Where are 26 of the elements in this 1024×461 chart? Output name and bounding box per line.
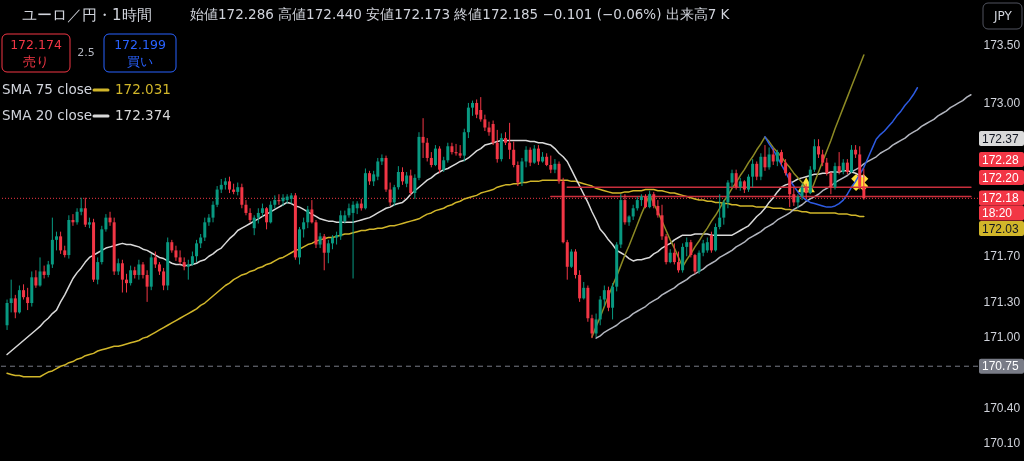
y-tick-label: 170.10 <box>983 435 1021 450</box>
y-tick-label: 171.30 <box>983 295 1021 310</box>
annotation: 買い <box>127 54 153 69</box>
y-tick-label: 173.50 <box>983 37 1021 52</box>
annotation: 売り <box>23 54 49 69</box>
text: JPY <box>993 9 1013 23</box>
y-tick-label: 171.70 <box>983 248 1021 263</box>
annotation: 2.5 <box>77 46 95 59</box>
chart-title: ユーロ／円・1時間 <box>22 6 152 24</box>
y-tick-label: 173.00 <box>983 96 1021 111</box>
annotation: 172.174 <box>10 37 62 52</box>
ref-line-label: 170.75 <box>982 359 1020 374</box>
y-tick-label: 170.40 <box>983 400 1021 415</box>
text: 172.20 <box>982 170 1020 185</box>
text: 172.37 <box>982 131 1020 146</box>
ref-line-label: 172.18 <box>982 190 1020 205</box>
annotation: 172.199 <box>114 37 166 52</box>
text: 始値172.286 高値172.440 安値172.173 終値172.185 −0.101 (−0.06%) 出来高7 K <box>190 6 731 22</box>
text: 172.03 <box>982 221 1020 236</box>
annotation: 172.031 <box>115 81 171 97</box>
text: 172.28 <box>982 152 1020 167</box>
y-tick-label: 171.00 <box>983 330 1021 345</box>
annotation: 172.374 <box>115 107 171 123</box>
legend-label: SMA 20 close <box>2 107 92 123</box>
text: 18:20 <box>982 205 1013 220</box>
legend-label: SMA 75 close <box>2 81 92 97</box>
